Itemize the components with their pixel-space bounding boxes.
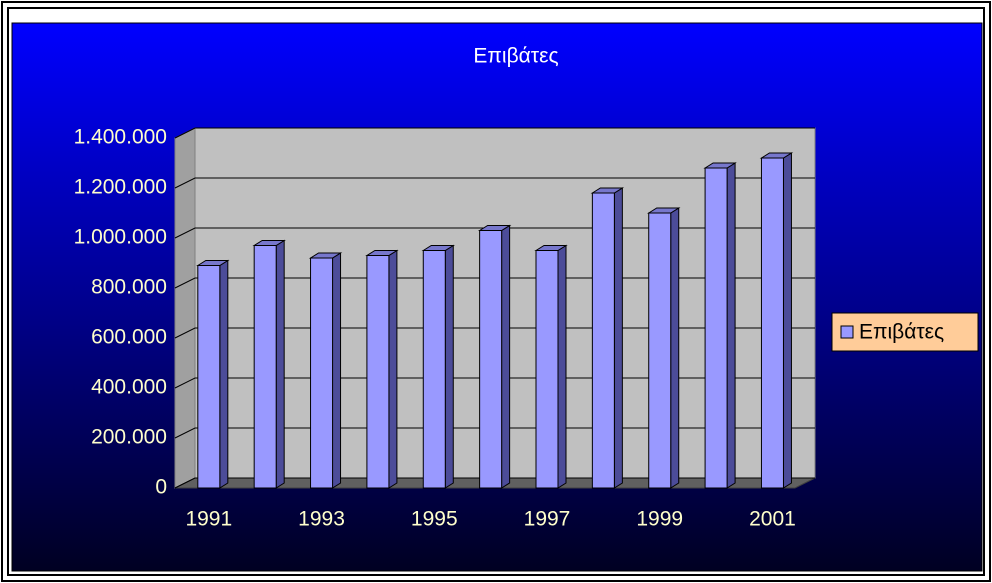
y-tick-label: 600.000: [91, 326, 167, 349]
bar: [760, 157, 784, 489]
inner-frame: [7, 7, 985, 576]
bar-side: [726, 162, 736, 489]
bar-side: [501, 224, 511, 489]
bar-side: [613, 187, 623, 489]
bar-side: [332, 252, 342, 489]
legend-box: [831, 312, 979, 352]
y-tick-label: 1.200.000: [74, 176, 167, 199]
x-tick-label: 1995: [411, 508, 458, 531]
grid-line: [174, 177, 815, 189]
y-tick-label: 400.000: [91, 376, 167, 399]
y-tick-label: 800.000: [91, 276, 167, 299]
y-tick-label: 200.000: [91, 426, 167, 449]
bar: [535, 250, 559, 489]
bar-side: [782, 152, 792, 489]
side-wall: [174, 127, 196, 489]
bar-side: [275, 239, 285, 489]
bar-side: [670, 207, 680, 489]
x-tick-label: 1991: [185, 508, 232, 531]
grid-line: [174, 127, 815, 139]
bar: [310, 257, 334, 489]
bar: [648, 212, 672, 489]
y-tick-label: 1.000.000: [74, 226, 167, 249]
x-tick-label: 1993: [298, 508, 345, 531]
bar-side: [444, 244, 454, 489]
bar: [197, 265, 221, 489]
x-tick-label: 1997: [524, 508, 571, 531]
y-tick-label: 0: [155, 476, 167, 499]
legend-label: Επιβάτες: [859, 321, 944, 344]
y-tick-label: 1.400.000: [74, 126, 167, 149]
bar: [591, 192, 615, 489]
bar-side: [219, 259, 229, 489]
bar-side: [388, 249, 398, 489]
bar: [704, 167, 728, 489]
x-tick-label: 2001: [749, 508, 796, 531]
bar: [479, 230, 503, 489]
chart-title: Επιβάτες: [473, 45, 558, 68]
bar: [253, 245, 277, 489]
bar: [366, 255, 390, 489]
legend-swatch: [840, 325, 854, 339]
x-tick-label: 1999: [636, 508, 683, 531]
bar-side: [557, 244, 567, 489]
bar: [422, 250, 446, 489]
